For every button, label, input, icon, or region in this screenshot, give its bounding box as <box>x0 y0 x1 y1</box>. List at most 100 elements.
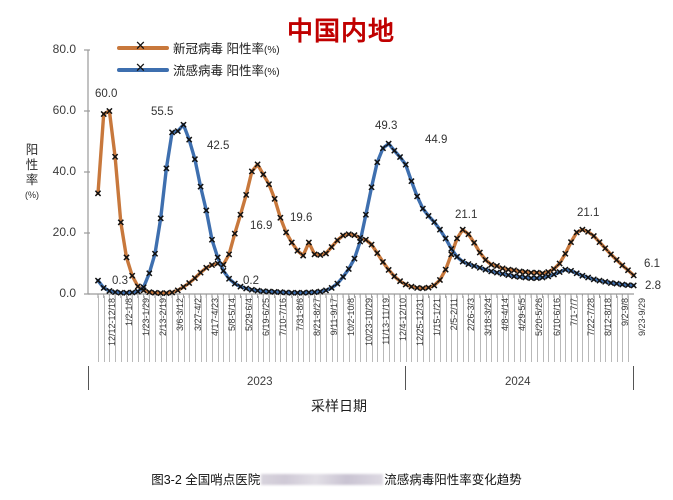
data-point <box>157 215 164 222</box>
x-label-separator <box>337 296 339 362</box>
x-label-separator <box>576 296 578 362</box>
data-point <box>442 266 449 273</box>
data-point <box>254 287 261 294</box>
data-point <box>448 251 455 258</box>
year-divider <box>405 366 406 390</box>
data-point <box>431 218 438 226</box>
x-label-separator <box>246 296 248 362</box>
data-point <box>425 284 432 291</box>
data-point <box>134 283 142 290</box>
x-label-separator <box>479 296 481 362</box>
data-point <box>488 268 495 275</box>
data-point <box>396 278 404 285</box>
y-tick-label: 80.0 <box>52 42 76 56</box>
data-point <box>282 229 290 236</box>
year-label-2023: 2023 <box>247 376 273 388</box>
data-point <box>562 250 569 257</box>
data-point <box>225 275 233 282</box>
x-label-separator <box>137 296 139 362</box>
data-point <box>579 272 586 279</box>
data-point <box>488 261 495 268</box>
data-point <box>414 193 421 200</box>
data-point <box>374 249 381 257</box>
data-point <box>328 284 335 292</box>
data-point <box>129 272 136 279</box>
x-label-separator <box>320 296 322 362</box>
x-label-separator <box>496 296 498 362</box>
data-point <box>596 239 603 246</box>
x-label-separator <box>474 296 476 362</box>
data-point <box>584 228 592 235</box>
legend-item-influenza[interactable]: ✕ 流感病毒 阳性率(%) <box>117 59 280 79</box>
x-label-separator <box>548 296 550 362</box>
x-label-separator <box>405 296 407 362</box>
x-label-separator <box>308 296 310 362</box>
x-tick-label: 1/15-1/21 <box>431 298 442 337</box>
x-tick-label: 4/17-4/23 <box>209 298 220 337</box>
data-point <box>419 285 426 292</box>
data-point <box>300 252 307 259</box>
data-point <box>146 270 153 277</box>
data-point <box>271 288 278 295</box>
x-tick-label: 1/23-1/29 <box>141 298 152 337</box>
x-label-separator <box>582 296 584 362</box>
x-tick-label: 5/20-5/26 <box>534 298 545 337</box>
page-title: 中国内地 <box>287 16 396 46</box>
data-point <box>106 107 113 115</box>
x-label-separator <box>143 296 145 362</box>
data-point <box>220 267 227 274</box>
data-point <box>100 110 107 118</box>
data-point <box>334 280 341 287</box>
x-label-separator <box>234 296 236 362</box>
x-label-separator <box>98 296 99 362</box>
data-point <box>442 235 449 242</box>
year-label-2024: 2024 <box>505 376 531 388</box>
x-tick-label: 2/5-2/11 <box>448 298 459 331</box>
data-point <box>482 266 489 273</box>
data-point <box>533 269 540 276</box>
x-label-separator <box>491 296 493 362</box>
data-point <box>197 183 204 190</box>
data-point <box>379 258 387 266</box>
data-value-label: 60.0 <box>95 88 118 100</box>
x-label-separator <box>331 296 333 362</box>
data-point <box>590 232 597 240</box>
data-point <box>277 289 284 296</box>
data-point <box>533 275 540 282</box>
data-point <box>334 237 341 244</box>
x-label-separator <box>348 296 350 362</box>
data-point <box>163 165 170 172</box>
data-point <box>180 121 187 128</box>
data-point <box>607 279 615 287</box>
data-point <box>100 284 107 292</box>
data-point <box>317 288 324 295</box>
data-point <box>590 276 597 283</box>
data-point <box>584 274 592 281</box>
x-label-separator <box>400 296 401 362</box>
x-tick-label: 7/1-7/7 <box>568 298 579 327</box>
x-tick-label: 12/4-12/10 <box>397 298 408 342</box>
data-point <box>573 229 580 236</box>
x-label-separator <box>120 296 122 362</box>
data-point <box>191 156 199 163</box>
x-tick-label: 3/27-4/2 <box>192 298 203 332</box>
x-tick-label: 4/29-5/5 <box>517 298 528 332</box>
caption-prefix: 图3-2 全国哨点医院 <box>151 473 261 487</box>
data-point <box>271 195 278 202</box>
data-point <box>300 289 307 296</box>
data-value-label: 42.5 <box>207 140 230 152</box>
legend-marker-covid: ✕ <box>117 39 169 54</box>
data-point <box>470 262 478 270</box>
x-tick-label: 2/13-2/19 <box>158 298 169 337</box>
x-tick-label: 10/2-10/8 <box>346 298 357 337</box>
data-point <box>322 287 330 294</box>
chart-legend: ✕ 新冠病毒 阳性率(%) ✕ 流感病毒 阳性率(%) <box>117 37 280 81</box>
legend-item-covid[interactable]: ✕ 新冠病毒 阳性率(%) <box>117 37 280 57</box>
data-point <box>425 212 432 220</box>
x-label-separator <box>593 296 595 362</box>
x-label-separator <box>451 296 453 362</box>
data-point <box>294 247 301 254</box>
data-point <box>459 258 466 265</box>
data-point <box>186 136 193 143</box>
x-tick-label: 11/13-11/19 <box>380 298 391 345</box>
